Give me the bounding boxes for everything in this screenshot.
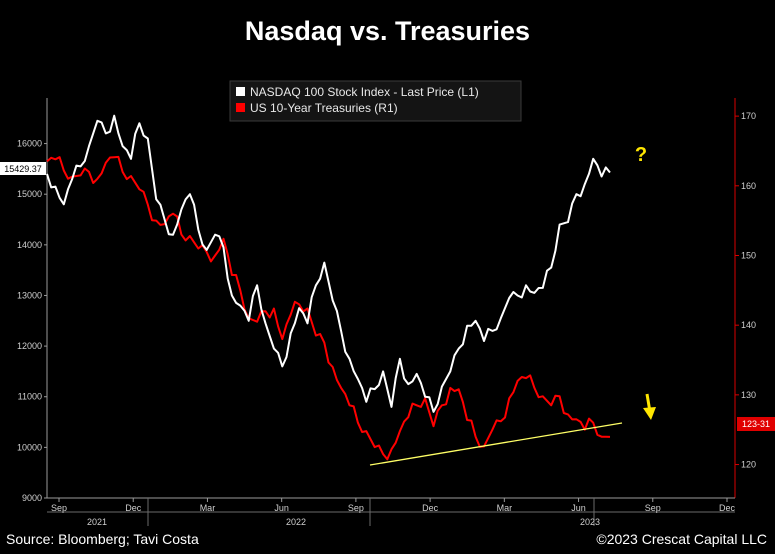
x-tick-label: Sep	[348, 503, 364, 513]
x-tick-label: Jun	[571, 503, 586, 513]
nasdaq-last-value-badge: 15429.37	[0, 162, 46, 175]
nasdaq-series-line	[46, 114, 611, 413]
series-lines	[46, 114, 611, 461]
x-axis-ticks: Sep Dec Mar Jun Sep Dec Mar Jun Sep Dec	[51, 498, 736, 513]
left-tick-label: 15000	[17, 189, 42, 199]
x-tick-label: Dec	[719, 503, 736, 513]
legend-swatch-nasdaq	[236, 87, 245, 96]
treasury-last-value-badge: 123-31	[737, 417, 775, 431]
year-label: 2022	[286, 517, 306, 527]
legend-swatch-treasuries	[236, 103, 245, 112]
x-tick-label: Mar	[200, 503, 216, 513]
treasuries-series-line	[46, 155, 611, 461]
source-note: Source: Bloomberg; Tavi Costa	[6, 531, 199, 547]
chart-title: Nasdaq vs. Treasuries	[244, 16, 531, 46]
right-tick-label: 140	[741, 320, 756, 330]
year-label: 2023	[580, 517, 600, 527]
right-tick-label: 160	[741, 181, 756, 191]
x-tick-label: Dec	[125, 503, 142, 513]
nasdaq-last-value: 15429.37	[4, 164, 42, 174]
x-tick-label: Sep	[51, 503, 67, 513]
left-tick-label: 13000	[17, 290, 42, 300]
x-tick-label: Dec	[422, 503, 439, 513]
x-tick-label: Sep	[645, 503, 661, 513]
year-label: 2021	[87, 517, 107, 527]
question-mark-annotation: ?	[635, 144, 647, 166]
right-tick-label: 150	[741, 250, 756, 260]
left-tick-label: 14000	[17, 240, 42, 250]
treasury-last-value: 123-31	[742, 419, 770, 429]
year-labels: 2021 2022 2023	[87, 498, 600, 527]
left-tick-label: 10000	[17, 442, 42, 452]
x-tick-label: Mar	[497, 503, 513, 513]
left-tick-label: 9000	[22, 493, 42, 503]
legend-label-nasdaq: NASDAQ 100 Stock Index - Last Price (L1)	[250, 85, 479, 99]
legend-label-treasuries: US 10-Year Treasuries (R1)	[250, 101, 398, 115]
left-axis-ticks: 9000 10000 11000 12000 13000 14000 15000 16000	[17, 139, 47, 503]
left-tick-label: 12000	[17, 341, 42, 351]
right-axis-ticks: 120 130 140 150 160 170	[735, 111, 756, 470]
copyright-note: ©2023 Crescat Capital LLC	[596, 531, 767, 547]
legend: NASDAQ 100 Stock Index - Last Price (L1)…	[229, 80, 522, 122]
x-tick-label: Jun	[274, 503, 289, 513]
right-tick-label: 130	[741, 390, 756, 400]
support-trendline	[369, 422, 623, 466]
down-arrow-icon	[643, 393, 656, 420]
right-tick-label: 120	[741, 460, 756, 470]
left-tick-label: 16000	[17, 139, 42, 149]
right-tick-label: 170	[741, 111, 756, 121]
left-tick-label: 11000	[18, 392, 42, 402]
